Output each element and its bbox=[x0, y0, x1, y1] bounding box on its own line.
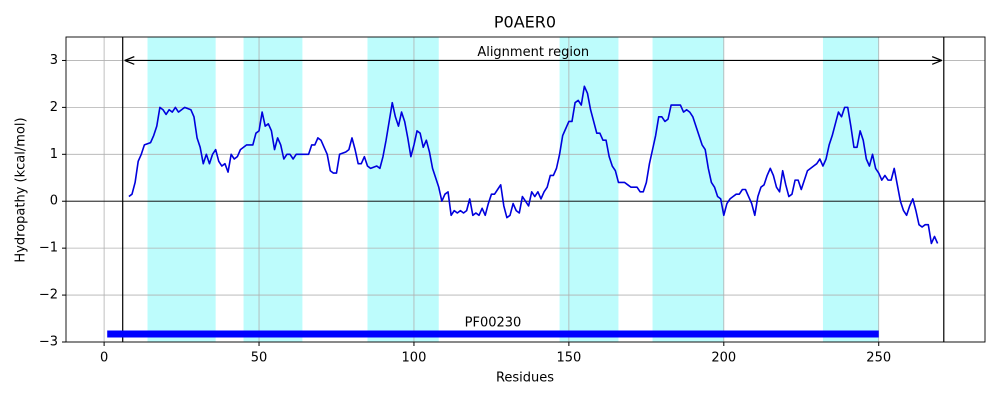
y-tick-label: −3 bbox=[39, 335, 58, 350]
highlight-span bbox=[822, 37, 879, 342]
y-tick-label: 2 bbox=[50, 100, 58, 115]
y-tick-label: −1 bbox=[39, 241, 58, 256]
x-tick-label: 150 bbox=[556, 351, 581, 366]
domain-label: PF00230 bbox=[465, 316, 522, 331]
highlight-span bbox=[243, 37, 303, 342]
x-axis-label: Residues bbox=[496, 371, 554, 386]
y-tick-label: 0 bbox=[50, 194, 58, 209]
x-tick-label: 0 bbox=[100, 351, 108, 366]
hydropathy-line bbox=[128, 85, 939, 245]
y-tick-label: 3 bbox=[50, 53, 58, 68]
y-tick-label: −2 bbox=[39, 288, 58, 303]
highlight-span bbox=[559, 37, 619, 342]
chart-title: P0AER0 bbox=[494, 13, 556, 32]
y-tick-label: 1 bbox=[50, 147, 58, 162]
x-tick-label: 50 bbox=[251, 351, 268, 366]
plot-frame bbox=[65, 36, 986, 343]
x-tick-label: 250 bbox=[866, 351, 891, 366]
alignment-label: Alignment region bbox=[477, 45, 589, 60]
highlight-span bbox=[652, 37, 724, 342]
x-tick-label: 100 bbox=[402, 351, 427, 366]
highlight-span bbox=[147, 37, 216, 342]
y-axis-label: Hydropathy (kcal/mol) bbox=[14, 117, 29, 262]
highlight-span bbox=[367, 37, 439, 342]
x-tick-label: 200 bbox=[711, 351, 736, 366]
